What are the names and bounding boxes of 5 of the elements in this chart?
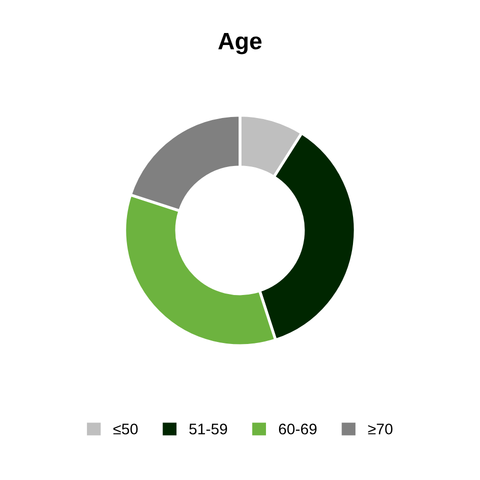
chart-title: Age [218, 32, 262, 54]
legend-label: 51-59 [189, 424, 228, 434]
legend-label: 60-69 [278, 424, 317, 434]
legend-label: ≤50 [113, 424, 138, 434]
legend-label: ≥70 [368, 424, 392, 434]
